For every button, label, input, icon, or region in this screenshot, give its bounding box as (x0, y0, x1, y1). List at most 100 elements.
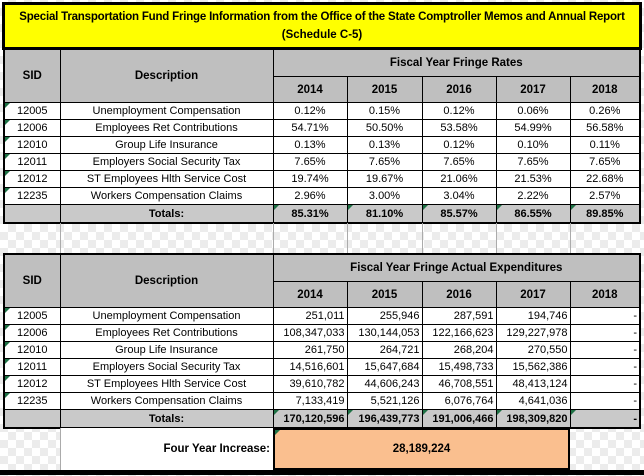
rate-cell[interactable]: 3.04% (421, 187, 497, 205)
description-cell[interactable]: Workers Compensation Claims (59, 187, 274, 205)
amount-cell[interactable]: 287,591 (421, 307, 497, 325)
amount-cell[interactable]: 15,647,684 (346, 358, 423, 376)
amount-cell[interactable]: 44,606,243 (346, 375, 423, 393)
rate-cell[interactable]: 19.74% (272, 170, 348, 188)
amount-cell[interactable]: 264,721 (346, 341, 423, 359)
amount-cell[interactable]: 122,166,623 (421, 324, 497, 342)
year-header-2014[interactable]: 2014 (272, 76, 348, 103)
rate-cell[interactable]: 0.15% (346, 102, 423, 120)
rate-cell[interactable]: 7.65% (346, 153, 423, 171)
totals-value-cell[interactable]: 81.10% (346, 204, 423, 224)
year-header-2018[interactable]: 2018 (569, 281, 641, 308)
amount-cell[interactable]: 261,750 (272, 341, 348, 359)
totals-value-cell[interactable]: 85.57% (421, 204, 497, 224)
four-year-increase-label[interactable]: Four Year Increase: (60, 428, 273, 470)
amount-cell[interactable]: 270,550 (495, 341, 571, 359)
description-cell[interactable]: Employers Social Security Tax (59, 358, 274, 376)
amount-cell[interactable]: 268,204 (421, 341, 497, 359)
sid-cell[interactable]: 12012 (3, 170, 61, 188)
rate-cell[interactable]: 7.65% (569, 153, 641, 171)
rate-cell[interactable]: 3.00% (346, 187, 423, 205)
description-cell[interactable]: Unemployment Compensation (59, 102, 274, 120)
rate-cell[interactable]: 7.65% (495, 153, 571, 171)
rate-cell[interactable]: 22.68% (569, 170, 641, 188)
rate-cell[interactable]: 0.06% (495, 102, 571, 120)
totals-sid-cell[interactable] (3, 409, 61, 429)
rate-cell[interactable]: 54.71% (272, 119, 348, 137)
amount-cell[interactable]: 15,498,733 (421, 358, 497, 376)
rate-cell[interactable]: 21.06% (421, 170, 497, 188)
amount-cell[interactable]: 7,133,419 (272, 392, 348, 410)
amount-cell[interactable]: - (569, 307, 641, 325)
sid-column-header[interactable]: SID (3, 48, 61, 103)
rate-cell[interactable]: 0.12% (421, 102, 497, 120)
description-cell[interactable]: ST Employees Hlth Service Cost (59, 170, 274, 188)
amount-cell[interactable]: - (569, 375, 641, 393)
amount-cell[interactable]: 39,610,782 (272, 375, 348, 393)
rate-cell[interactable]: 7.65% (421, 153, 497, 171)
sid-cell[interactable]: 12235 (3, 187, 61, 205)
sid-cell[interactable]: 12005 (3, 307, 61, 325)
totals-value-cell[interactable]: 85.31% (272, 204, 348, 224)
year-header-2018[interactable]: 2018 (569, 76, 641, 103)
amount-cell[interactable]: 46,708,551 (421, 375, 497, 393)
amount-cell[interactable]: - (569, 341, 641, 359)
sid-cell[interactable]: 12235 (3, 392, 61, 410)
rate-cell[interactable]: 7.65% (272, 153, 348, 171)
amount-cell[interactable]: 6,076,764 (421, 392, 497, 410)
totals-label-cell[interactable]: Totals: (59, 204, 274, 224)
amount-cell[interactable]: - (569, 358, 641, 376)
rate-cell[interactable]: 0.10% (495, 136, 571, 154)
amount-cell[interactable]: 15,562,386 (495, 358, 571, 376)
rate-cell[interactable]: 2.57% (569, 187, 641, 205)
description-cell[interactable]: Workers Compensation Claims (59, 392, 274, 410)
description-cell[interactable]: Employees Ret Contributions (59, 119, 274, 137)
totals-value-cell[interactable]: 89.85% (569, 204, 641, 224)
sid-cell[interactable]: 12010 (3, 136, 61, 154)
totals-sid-cell[interactable] (3, 204, 61, 224)
amount-cell[interactable]: 14,516,601 (272, 358, 348, 376)
rate-cell[interactable]: 0.12% (272, 102, 348, 120)
sid-cell[interactable]: 12005 (3, 102, 61, 120)
rate-cell[interactable]: 53.58% (421, 119, 497, 137)
totals-value-cell[interactable]: - (569, 409, 641, 429)
amount-cell[interactable]: 255,946 (346, 307, 423, 325)
year-header-2016[interactable]: 2016 (421, 76, 497, 103)
sid-cell[interactable]: 12012 (3, 375, 61, 393)
amount-cell[interactable]: 251,011 (272, 307, 348, 325)
rate-cell[interactable]: 50.50% (346, 119, 423, 137)
amount-cell[interactable]: 5,521,126 (346, 392, 423, 410)
amount-cell[interactable]: 130,144,053 (346, 324, 423, 342)
rate-cell[interactable]: 54.99% (495, 119, 571, 137)
description-cell[interactable]: Group Life Insurance (59, 136, 274, 154)
expenditures-group-header[interactable]: Fiscal Year Fringe Actual Expenditures (272, 253, 641, 282)
sid-cell[interactable]: 12011 (3, 153, 61, 171)
amount-cell[interactable]: 108,347,033 (272, 324, 348, 342)
report-title-cell[interactable]: Special Transportation Fund Fringe Infor… (2, 2, 642, 50)
totals-label-cell[interactable]: Totals: (59, 409, 274, 429)
amount-cell[interactable]: 129,227,978 (495, 324, 571, 342)
rate-cell[interactable]: 19.67% (346, 170, 423, 188)
year-header-2017[interactable]: 2017 (495, 281, 571, 308)
sid-cell[interactable]: 12010 (3, 341, 61, 359)
rates-group-header[interactable]: Fiscal Year Fringe Rates (272, 48, 641, 77)
rate-cell[interactable]: 56.58% (569, 119, 641, 137)
totals-value-cell[interactable]: 191,006,466 (421, 409, 497, 429)
amount-cell[interactable]: - (569, 324, 641, 342)
sid-cell[interactable]: 12006 (3, 119, 61, 137)
rate-cell[interactable]: 2.96% (272, 187, 348, 205)
rate-cell[interactable]: 2.22% (495, 187, 571, 205)
description-column-header[interactable]: Description (59, 48, 274, 103)
sid-cell[interactable]: 12011 (3, 358, 61, 376)
description-cell[interactable]: Employees Ret Contributions (59, 324, 274, 342)
rate-cell[interactable]: 0.13% (346, 136, 423, 154)
description-column-header[interactable]: Description (59, 253, 274, 308)
rate-cell[interactable]: 0.13% (272, 136, 348, 154)
description-cell[interactable]: Unemployment Compensation (59, 307, 274, 325)
totals-value-cell[interactable]: 196,439,773 (346, 409, 423, 429)
description-cell[interactable]: ST Employees Hlth Service Cost (59, 375, 274, 393)
sid-cell[interactable]: 12006 (3, 324, 61, 342)
amount-cell[interactable]: 48,413,124 (495, 375, 571, 393)
year-header-2015[interactable]: 2015 (346, 281, 423, 308)
year-header-2017[interactable]: 2017 (495, 76, 571, 103)
